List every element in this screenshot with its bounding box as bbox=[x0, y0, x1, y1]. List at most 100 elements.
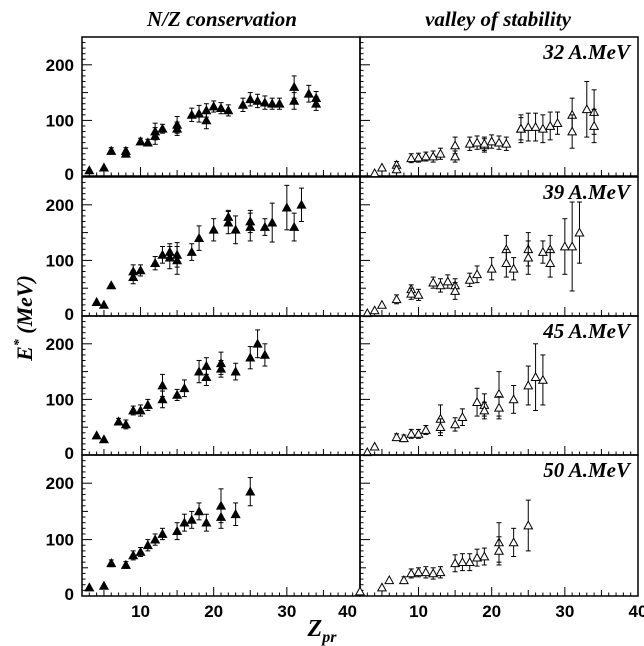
data-point bbox=[208, 101, 219, 111]
data-point bbox=[457, 411, 468, 422]
data-point bbox=[135, 546, 146, 556]
data-point bbox=[559, 241, 570, 251]
data-point bbox=[201, 371, 212, 382]
data-point bbox=[215, 511, 227, 521]
data-point bbox=[515, 123, 526, 133]
data-point bbox=[545, 257, 556, 268]
y-tick-label: 0 bbox=[65, 165, 74, 184]
x-axis-title-main: Z bbox=[307, 616, 323, 642]
data-point bbox=[98, 580, 109, 590]
energy-label: 32 A.MeV bbox=[542, 40, 632, 64]
data-point bbox=[157, 249, 168, 259]
data-point bbox=[259, 349, 270, 359]
y-axis-title: E* (MeV) bbox=[12, 275, 37, 362]
y-tick-label: 200 bbox=[46, 474, 74, 493]
y-tick-label: 100 bbox=[46, 111, 74, 130]
data-point bbox=[472, 552, 483, 562]
data-point bbox=[501, 257, 512, 268]
data-point bbox=[84, 582, 95, 592]
data-point bbox=[428, 277, 439, 287]
data-point bbox=[413, 428, 424, 438]
x-axis-title-sub: pr bbox=[320, 629, 337, 646]
data-point bbox=[464, 274, 475, 284]
data-point bbox=[406, 568, 417, 578]
data-point bbox=[245, 486, 256, 496]
data-point bbox=[157, 380, 168, 390]
y-tick-label: 200 bbox=[46, 56, 74, 75]
data-point bbox=[201, 517, 212, 527]
data-point bbox=[289, 221, 300, 231]
data-point bbox=[120, 148, 131, 158]
data-point bbox=[398, 433, 409, 443]
data-point bbox=[523, 121, 534, 131]
data-point bbox=[464, 138, 475, 148]
data-point bbox=[486, 263, 497, 273]
data-point bbox=[142, 137, 153, 147]
data-point bbox=[230, 366, 241, 376]
panel-45-a-mev-n-z-conservation: 0 100 200 bbox=[46, 315, 361, 463]
y-tick-label: 0 bbox=[65, 444, 74, 463]
data-point bbox=[120, 419, 131, 429]
y-tick-label: 100 bbox=[46, 531, 74, 550]
data-point bbox=[420, 424, 431, 434]
data-point bbox=[150, 534, 161, 544]
data-point bbox=[215, 102, 227, 113]
data-point bbox=[157, 394, 168, 404]
data-point bbox=[274, 98, 285, 108]
data-point bbox=[201, 105, 212, 115]
data-point bbox=[281, 202, 292, 212]
data-point bbox=[135, 405, 146, 415]
data-point bbox=[245, 94, 256, 104]
panel-50-a-mev-n-z-conservation: 0 100 200 10 20 30 40 bbox=[46, 454, 361, 621]
data-point bbox=[98, 434, 109, 444]
data-point bbox=[493, 137, 505, 147]
data-point bbox=[172, 255, 183, 265]
data-point bbox=[413, 567, 424, 577]
data-point bbox=[486, 136, 497, 146]
x-tick-label: 10 bbox=[409, 602, 428, 621]
data-point bbox=[457, 556, 468, 567]
data-point bbox=[369, 305, 380, 315]
column-title-left: N/Z conservation bbox=[146, 7, 297, 31]
data-point bbox=[157, 123, 168, 133]
data-point bbox=[208, 224, 219, 234]
data-point bbox=[523, 380, 534, 390]
panel-50-a-mev-valley-of-stability: 10 20 30 40 50 A.MeV bbox=[354, 454, 644, 621]
data-point bbox=[537, 246, 548, 256]
y-axis-title-sup: * bbox=[12, 338, 27, 346]
data-point bbox=[303, 88, 314, 98]
data-point bbox=[289, 95, 300, 105]
data-point bbox=[435, 567, 446, 577]
column-title-right: valley of stability bbox=[425, 7, 571, 31]
data-point bbox=[172, 389, 183, 399]
data-point bbox=[545, 120, 556, 130]
data-point bbox=[172, 123, 183, 133]
data-point bbox=[91, 430, 102, 440]
data-point bbox=[201, 115, 212, 125]
data-point bbox=[135, 136, 146, 146]
x-tick-label: 40 bbox=[338, 602, 357, 621]
data-point bbox=[552, 117, 563, 128]
data-point bbox=[479, 405, 490, 415]
data-point bbox=[442, 276, 453, 286]
data-point bbox=[406, 288, 417, 298]
data-point bbox=[259, 97, 270, 107]
data-point bbox=[523, 252, 534, 262]
data-point bbox=[428, 568, 439, 578]
data-point bbox=[435, 280, 446, 290]
data-point bbox=[435, 148, 446, 158]
data-point bbox=[245, 221, 256, 231]
data-point bbox=[391, 294, 402, 304]
data-point bbox=[106, 280, 117, 290]
y-tick-label: 200 bbox=[46, 335, 74, 354]
y-tick-label: 100 bbox=[46, 251, 74, 270]
data-point bbox=[237, 99, 248, 109]
data-point bbox=[581, 104, 592, 114]
data-point bbox=[589, 120, 600, 130]
data-point bbox=[450, 558, 461, 568]
data-point bbox=[435, 421, 446, 432]
y-tick-label: 0 bbox=[65, 305, 74, 324]
data-point bbox=[391, 431, 402, 442]
